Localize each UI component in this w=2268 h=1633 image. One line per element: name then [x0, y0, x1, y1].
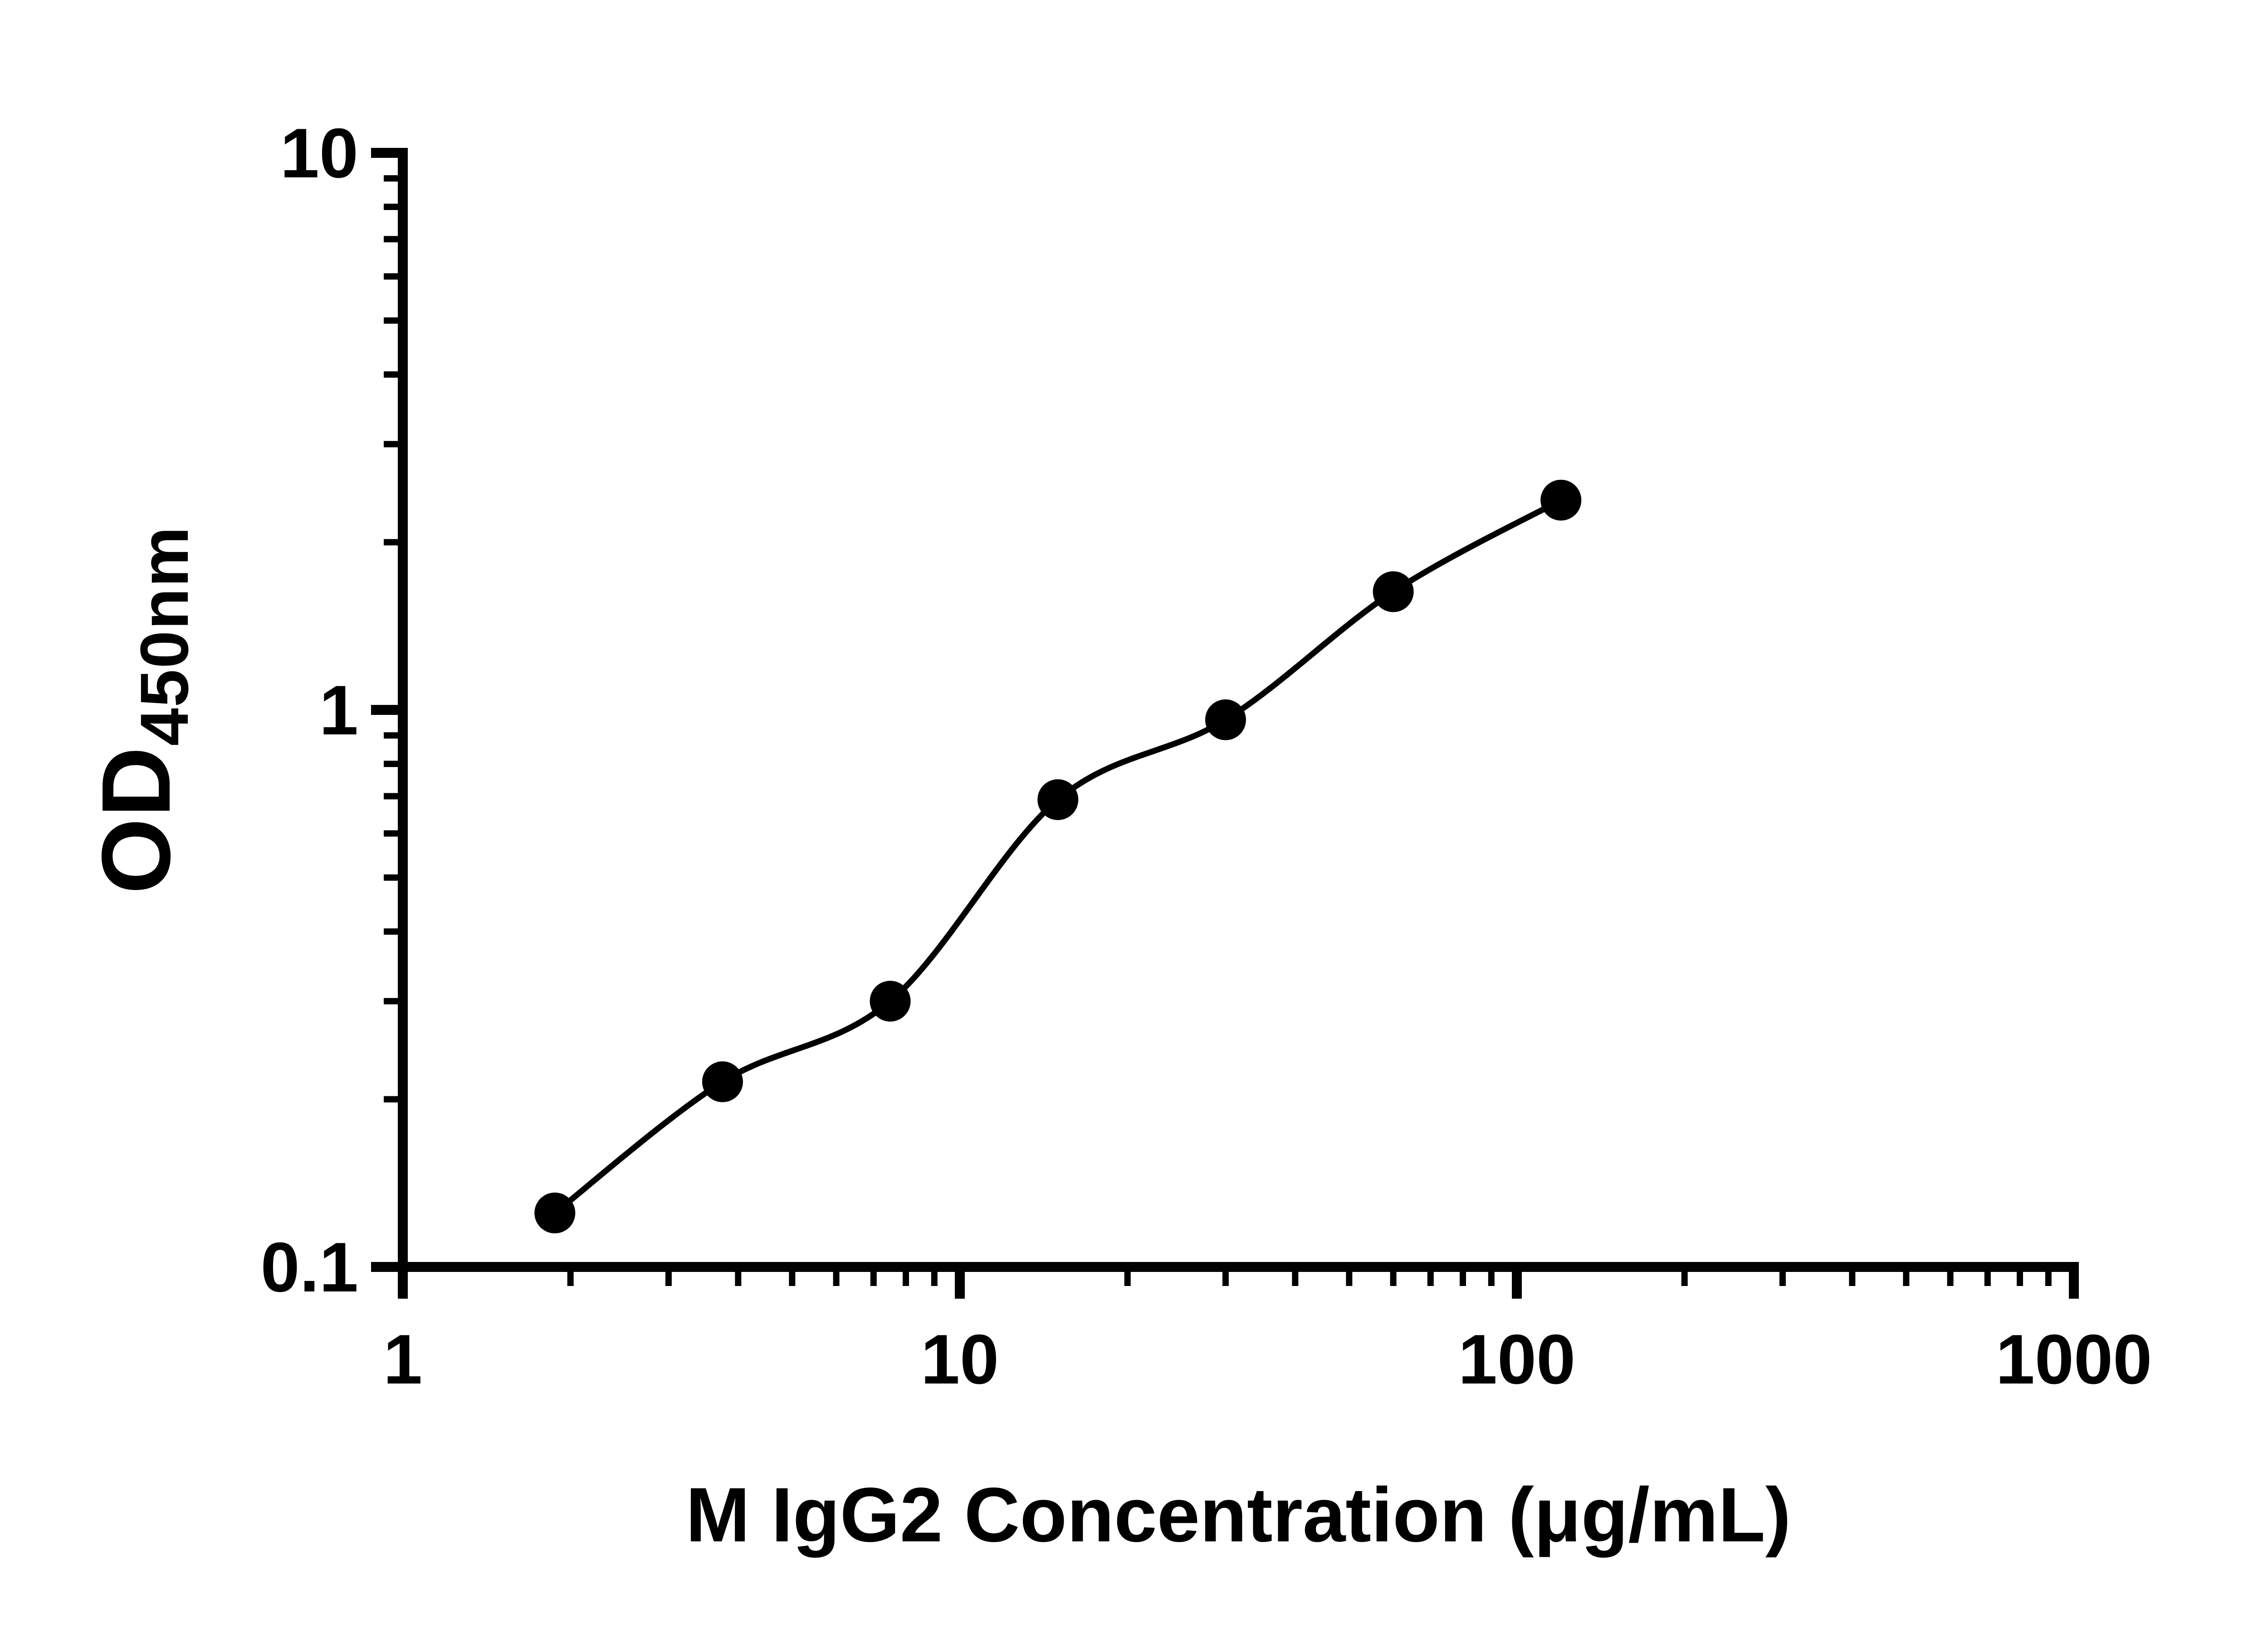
x-tick-label: 1000: [1996, 1320, 2152, 1398]
data-point: [1205, 699, 1246, 740]
fitted-curve: [553, 497, 1563, 1216]
x-tick-label: 100: [1458, 1320, 1576, 1398]
y-tick-label: 10: [280, 114, 358, 192]
data-point: [1540, 479, 1582, 521]
x-tick-label: 1: [383, 1320, 422, 1398]
x-tick-label: 10: [921, 1320, 999, 1398]
data-point: [1037, 779, 1079, 820]
y-tick-label: 1: [319, 671, 358, 749]
data-point: [1373, 571, 1414, 612]
y-axis-title-subscript: 450nm: [126, 526, 202, 746]
y-tick-label: 0.1: [261, 1228, 358, 1306]
y-axis-title: OD450nm: [80, 526, 202, 894]
data-point: [702, 1061, 743, 1102]
x-axis-title: M IgG2 Concentration (μg/mL): [685, 1472, 1791, 1558]
y-axis-title-main: OD: [81, 746, 191, 894]
data-point: [870, 981, 911, 1022]
data-point: [534, 1192, 576, 1233]
